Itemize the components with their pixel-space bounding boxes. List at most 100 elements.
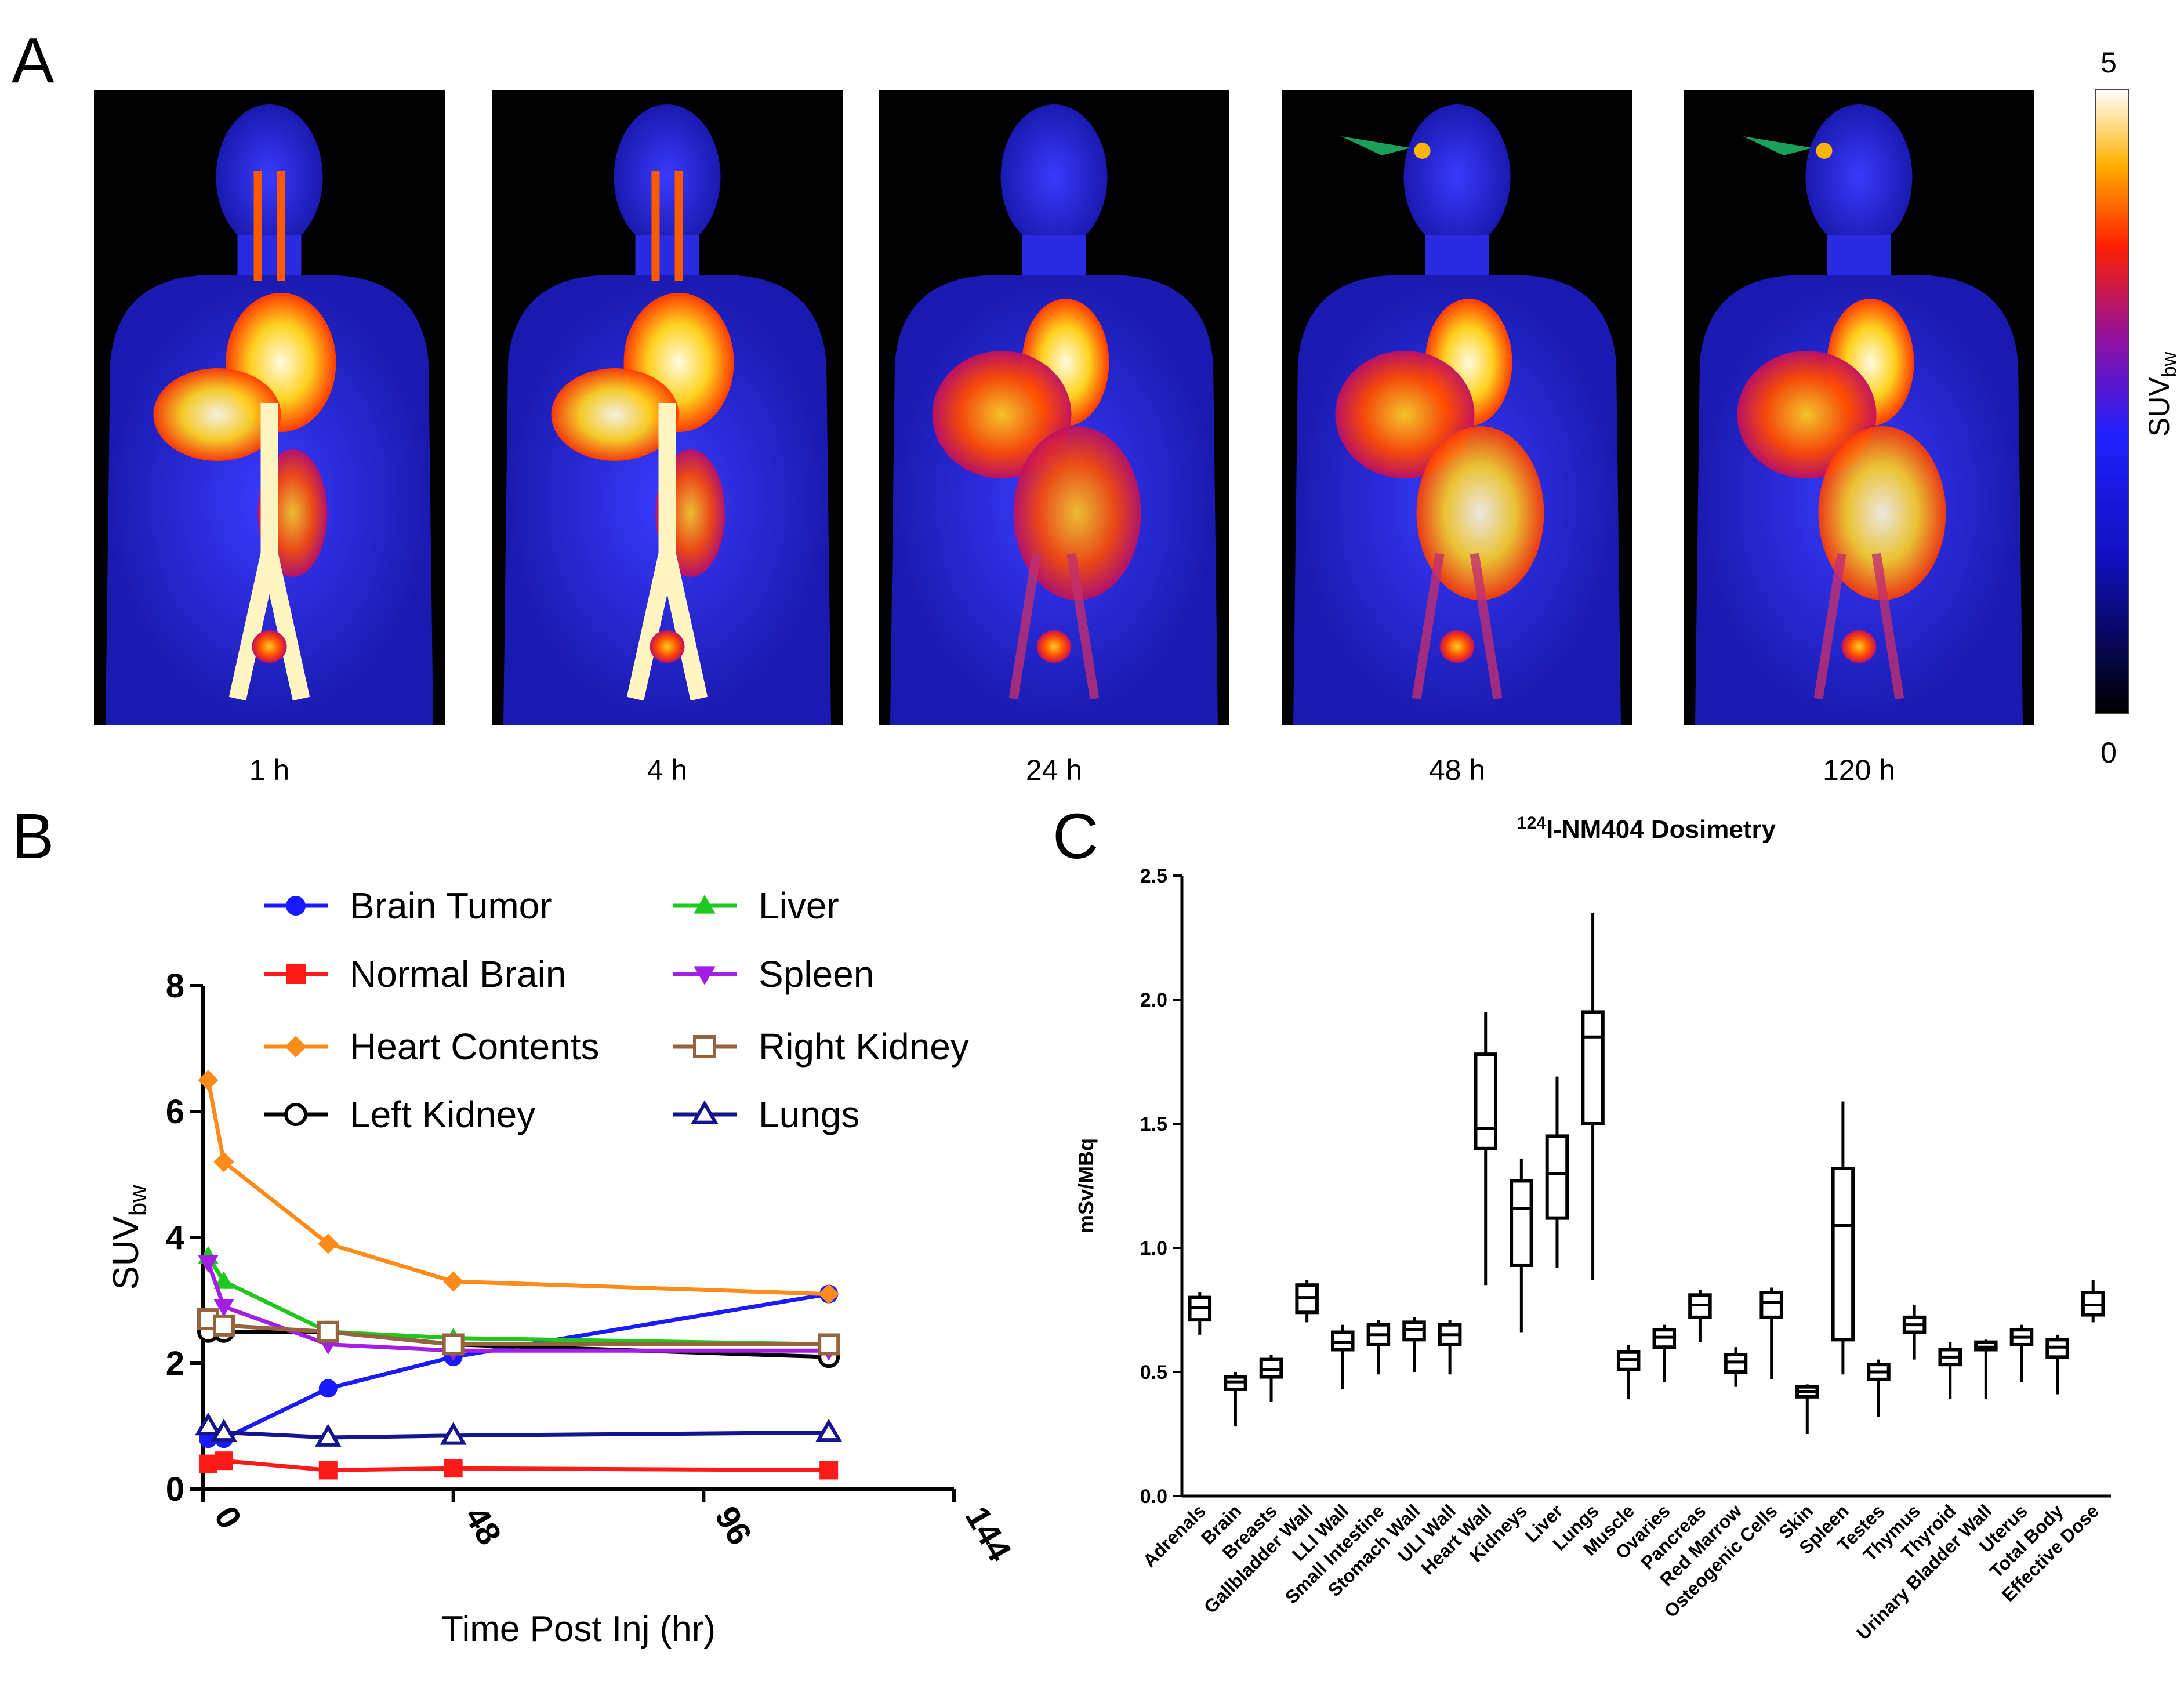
data-point-marker [198, 1070, 219, 1091]
series-line [207, 1424, 829, 1440]
box-iqr [1581, 1010, 1605, 1126]
data-point-marker [818, 1333, 840, 1356]
box-ovaries [1652, 1324, 1677, 1382]
timepoint-label: 1 h [249, 754, 290, 786]
data-point-marker [213, 1271, 234, 1289]
timepoint-label: 4 h [647, 754, 688, 786]
colorbar-title-main: SUV [2143, 377, 2175, 437]
box-iqr [1474, 1052, 1497, 1150]
box-liver [1545, 1076, 1569, 1268]
series-right-kidney [197, 1308, 840, 1356]
box-urinary-bladder-wall [1974, 1339, 1998, 1400]
y-tick-label: 2.0 [1140, 989, 1167, 1011]
colorbar-gradient [2095, 89, 2129, 714]
box-small-intestine [1366, 1320, 1391, 1375]
series-line [208, 1292, 829, 1441]
data-point-marker [819, 1461, 839, 1480]
y-tick-label: 6 [166, 1093, 184, 1131]
data-point-marker [694, 966, 716, 985]
data-point-marker [198, 1255, 219, 1273]
data-point-marker [286, 964, 306, 984]
legend-label: Brain Tumor [350, 885, 552, 927]
pet-image-row: 1 h 4 h 24 h 48 h 120 h [94, 90, 2034, 786]
data-point-marker [442, 1333, 465, 1356]
timepoint-label: 48 h [1429, 754, 1485, 786]
data-point-marker [440, 1422, 467, 1445]
box-uterus [2009, 1324, 2034, 1382]
box-iqr [1831, 1167, 1855, 1342]
data-point-marker [694, 895, 716, 914]
timepoint-label: 24 h [1026, 754, 1082, 786]
box-lli-wall [1331, 1324, 1355, 1389]
tumor-spot [1414, 143, 1431, 159]
x-tick-label: 96 [708, 1500, 759, 1551]
y-tick-label: 1.5 [1140, 1113, 1167, 1135]
suv-line-chart: 0 2 4 6 8 0 48 96 144 Time Post Inj (hr) SUVbw Brai… [106, 885, 1018, 1649]
box-pancreas [1688, 1290, 1712, 1342]
x-tick-label: 48 [457, 1500, 509, 1551]
x-axis-label: Time Post Inj (hr) [441, 1609, 716, 1649]
series-normal-brain [198, 1451, 839, 1480]
y-tick-label: 0.5 [1140, 1361, 1167, 1384]
data-point-marker [213, 1299, 234, 1317]
series-line [208, 1458, 829, 1472]
data-point-marker [815, 1418, 842, 1442]
box-spleen [1831, 1101, 1855, 1375]
legend-label: Normal Brain [350, 953, 566, 995]
data-point-marker [284, 1103, 307, 1126]
box-muscle [1616, 1344, 1641, 1400]
series-liver [198, 1246, 839, 1352]
box-thyroid [1938, 1342, 1962, 1400]
box-osteogenic-cells [1759, 1287, 1783, 1379]
data-point-marker [195, 1412, 222, 1436]
colorbar-max-label: 5 [2100, 46, 2117, 79]
data-point-marker [198, 1454, 217, 1473]
box-effective-dose [2081, 1280, 2105, 1323]
panel-a-letter: A [12, 25, 55, 96]
y-tick-label: 4 [166, 1219, 184, 1257]
data-point-marker [317, 1320, 339, 1343]
box-iqr [1545, 1134, 1569, 1220]
y-tick-label: 1.0 [1140, 1237, 1167, 1259]
pet-1h-image: 1 h [94, 90, 445, 786]
legend-item: Spleen [673, 953, 874, 995]
data-point-marker [318, 1233, 339, 1254]
y-axis-label: mSv/MBq [1074, 1138, 1098, 1233]
data-point-marker [693, 1035, 716, 1058]
data-point-marker [214, 1451, 233, 1471]
colorbar-title: SUVbw [2143, 351, 2181, 437]
panel-b-letter: B [12, 801, 54, 872]
legend-item: Left Kidney [264, 1094, 535, 1135]
x-tick-label: 0 [207, 1500, 249, 1535]
pet-4h-image: 4 h [492, 90, 843, 786]
box-breasts [1259, 1355, 1283, 1402]
panel-c-letter: C [1053, 801, 1098, 872]
data-point-marker [286, 896, 306, 916]
data-point-marker [285, 1036, 307, 1058]
box-uli-wall [1438, 1320, 1462, 1375]
y-tick-label: 8 [166, 967, 184, 1005]
box-testes [1867, 1359, 1891, 1417]
box-iqr [1510, 1179, 1533, 1267]
tumor-spot [1816, 143, 1833, 159]
colorbar-min-label: 0 [2100, 736, 2117, 769]
data-point-marker [315, 1424, 342, 1447]
data-point-marker [444, 1459, 463, 1478]
legend-item: Liver [673, 885, 839, 927]
y-tick-label: 0 [166, 1471, 184, 1508]
data-point-marker [691, 1100, 719, 1124]
organ-uptake [932, 299, 1141, 700]
data-point-marker [211, 1418, 237, 1442]
x-tick-label: 144 [958, 1500, 1019, 1567]
box-adrenals [1188, 1292, 1212, 1335]
box-gallbladder-wall [1295, 1280, 1319, 1323]
legend-label: Left Kidney [350, 1094, 535, 1135]
box-heart-wall [1474, 1012, 1497, 1286]
box-kidneys [1510, 1158, 1533, 1333]
y-tick-label: 0.0 [1140, 1486, 1167, 1508]
pet-120h-image: 120 h [1684, 90, 2034, 786]
colorbar: 5 0 SUVbw [2095, 46, 2181, 769]
box-total-body [2045, 1334, 2069, 1395]
legend-label: Right Kidney [759, 1026, 969, 1068]
